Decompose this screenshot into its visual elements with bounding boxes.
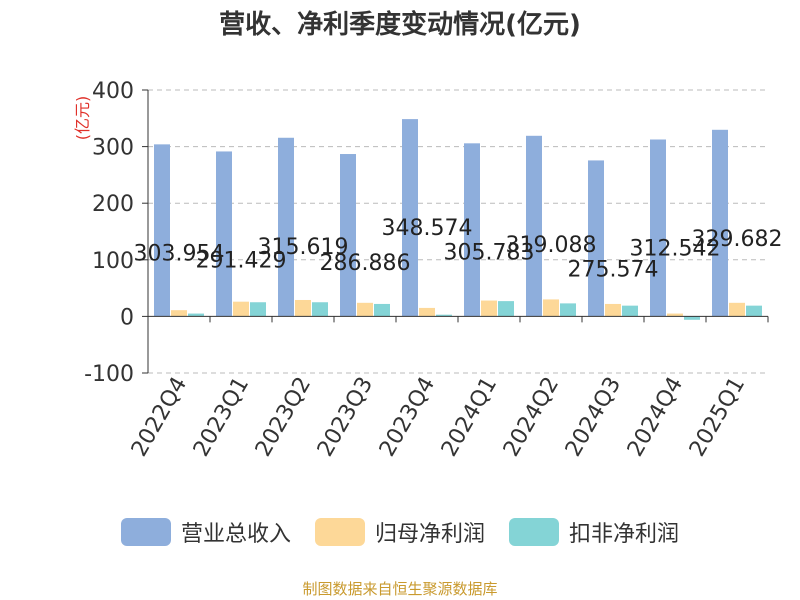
bar-revenue <box>402 119 418 317</box>
y-tick-label: 0 <box>120 305 134 330</box>
bar-net-profit <box>543 299 559 317</box>
chart-title: 营收、净利季度变动情况(亿元) <box>219 10 581 40</box>
data-label: 312.542 <box>630 237 721 262</box>
x-tick-label: 2025Q1 <box>685 373 750 461</box>
data-label: 319.088 <box>506 233 597 258</box>
data-label: 329.682 <box>692 227 783 252</box>
x-tick-label: 2022Q4 <box>127 373 192 461</box>
legend-swatch-deducted-profit <box>509 518 559 546</box>
bar-net-profit <box>295 299 311 317</box>
x-tick-label: 2023Q3 <box>313 373 378 461</box>
bar-deducted-profit <box>250 302 266 317</box>
y-tick-label: 300 <box>92 136 134 161</box>
legend-swatch-revenue <box>120 518 171 546</box>
x-tick-label: 2024Q2 <box>499 373 564 461</box>
bar-revenue <box>650 139 666 317</box>
legend-label-deducted-profit: 扣非净利润 <box>569 522 680 547</box>
legend: 营业总收入 归母净利润 扣非净利润 <box>0 516 800 548</box>
bar-net-profit <box>357 302 373 317</box>
y-tick-label: 200 <box>92 192 134 217</box>
legend-swatch-net-profit <box>314 518 365 546</box>
bar-net-profit <box>729 302 745 317</box>
bar-net-profit <box>171 310 187 317</box>
data-source-note: 制图数据来自恒生聚源数据库 <box>302 580 498 598</box>
bar-revenue <box>216 151 232 317</box>
bar-deducted-profit <box>684 316 700 320</box>
bar-deducted-profit <box>622 305 638 317</box>
bar-revenue <box>278 137 294 317</box>
bar-net-profit <box>481 300 497 317</box>
legend-label-net-profit: 归母净利润 <box>374 522 485 547</box>
bar-net-profit <box>605 303 621 317</box>
data-label: 275.574 <box>568 257 659 282</box>
bar-deducted-profit <box>374 303 390 317</box>
bars <box>154 119 762 320</box>
data-label: 303.954 <box>134 241 225 266</box>
y-tick-label: 400 <box>92 79 134 104</box>
x-tick-label: 2024Q3 <box>561 373 626 461</box>
bar-net-profit <box>667 313 683 317</box>
bar-deducted-profit <box>188 313 204 317</box>
bar-net-profit <box>419 307 435 317</box>
bar-deducted-profit <box>436 314 452 317</box>
x-tick-label: 2023Q2 <box>251 373 316 461</box>
legend-item-revenue[interactable]: 营业总收入 <box>120 516 291 548</box>
x-tick-label: 2023Q4 <box>375 373 440 461</box>
x-tick-label: 2024Q1 <box>437 373 502 461</box>
data-label: 348.574 <box>382 216 473 241</box>
data-label: 286.886 <box>320 251 411 276</box>
bar-revenue <box>588 160 604 317</box>
data-label: 291.429 <box>196 248 287 273</box>
bar-deducted-profit <box>560 303 576 317</box>
bar-net-profit <box>233 301 249 317</box>
bar-revenue <box>464 143 480 317</box>
bar-revenue <box>154 144 170 317</box>
bar-revenue <box>712 129 728 317</box>
bar-deducted-profit <box>746 305 762 317</box>
legend-label-revenue: 营业总收入 <box>180 522 291 547</box>
legend-item-deducted-profit[interactable]: 扣非净利润 <box>509 516 679 548</box>
x-tick-label: 2023Q1 <box>189 373 254 461</box>
bar-deducted-profit <box>498 301 514 317</box>
y-axis-title: (亿元) <box>73 96 92 141</box>
legend-item-net-profit[interactable]: 归母净利润 <box>314 516 485 548</box>
x-tick-label: 2024Q4 <box>623 373 688 461</box>
data-label: 315.619 <box>258 235 349 260</box>
bar-revenue <box>340 154 356 317</box>
bar-deducted-profit <box>312 302 328 317</box>
bar-revenue <box>526 135 542 317</box>
y-tick-label: 100 <box>92 249 134 274</box>
y-tick-label: -100 <box>84 362 134 387</box>
data-label: 305.783 <box>444 240 535 265</box>
